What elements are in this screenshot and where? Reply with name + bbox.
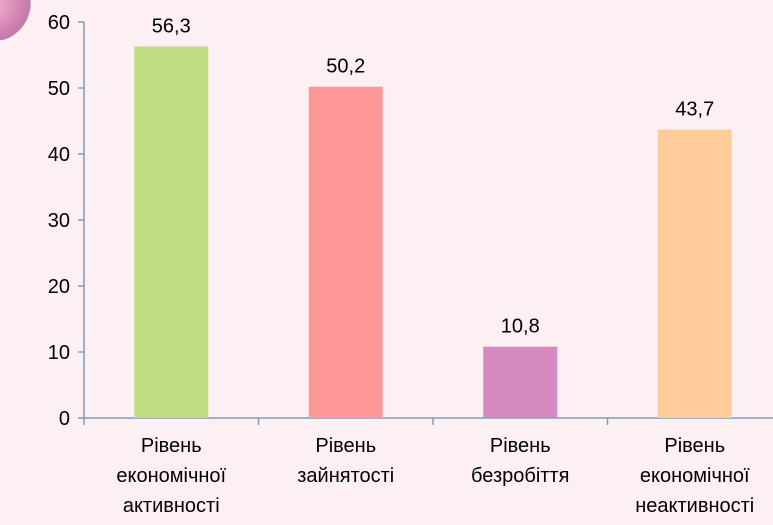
- category-label: активності: [123, 495, 220, 517]
- y-tick-label: 40: [48, 144, 70, 166]
- bar: [308, 86, 383, 419]
- category-label: Рівень: [664, 435, 725, 457]
- category-label: Рівень: [490, 435, 551, 457]
- data-label: 56,3: [152, 15, 191, 37]
- data-label: 10,8: [501, 316, 540, 338]
- bar: [657, 129, 732, 418]
- y-tick-label: 20: [48, 276, 70, 298]
- bar: [134, 46, 209, 419]
- bar: [483, 346, 558, 418]
- category-label: зайнятості: [297, 465, 394, 487]
- y-tick-label: 30: [48, 210, 70, 232]
- y-tick-label: 10: [48, 342, 70, 364]
- data-label: 50,2: [326, 56, 365, 78]
- y-tick-label: 50: [48, 78, 70, 100]
- category-label: безробіття: [471, 465, 569, 487]
- y-tick-label: 0: [59, 408, 70, 430]
- data-label: 43,7: [675, 99, 714, 121]
- category-label: неактивності: [635, 495, 754, 517]
- category-label: економічної: [640, 465, 750, 487]
- category-label: Рівень: [141, 435, 202, 457]
- category-label: Рівень: [315, 435, 376, 457]
- category-label: економічної: [116, 465, 226, 487]
- y-tick-label: 60: [48, 12, 70, 34]
